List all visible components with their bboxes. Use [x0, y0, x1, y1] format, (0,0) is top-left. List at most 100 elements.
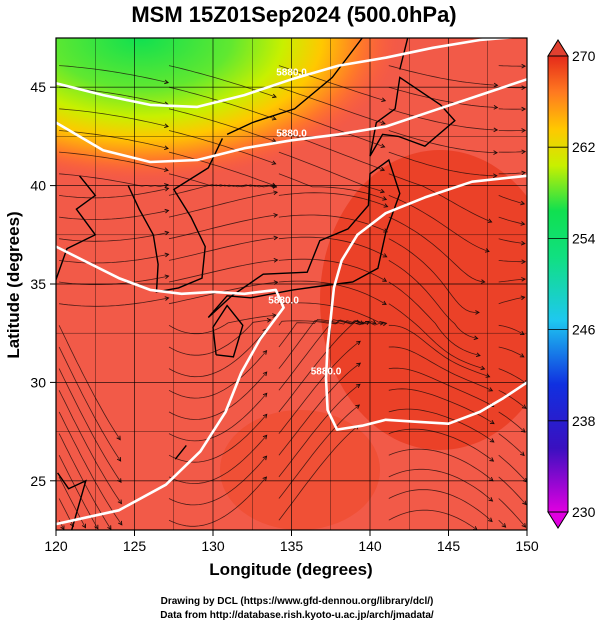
y-tick-label: 40	[30, 178, 46, 194]
coastline	[369, 76, 456, 157]
y-axis-label: Latitude (degrees)	[4, 211, 23, 358]
streamline-arrow	[519, 353, 525, 358]
streamline	[168, 319, 271, 356]
streamline	[388, 428, 494, 462]
streamline-arrow	[521, 277, 526, 282]
streamline-arrow	[271, 116, 277, 121]
streamline	[59, 108, 169, 127]
streamline	[498, 278, 526, 283]
streamline-arrow	[382, 277, 388, 282]
streamline-arrow	[164, 167, 169, 172]
streamline-arrow	[164, 123, 169, 129]
streamline-arrow	[116, 435, 121, 441]
streamline	[388, 509, 478, 530]
streamline	[58, 346, 121, 462]
streamline	[388, 346, 493, 392]
streamline	[59, 210, 169, 221]
streamline-arrow	[489, 457, 495, 462]
streamline-arrow	[521, 106, 527, 112]
streamline-arrow	[382, 196, 388, 201]
streamline	[388, 86, 498, 108]
colorbar-tick-label: 246	[572, 322, 596, 338]
streamline	[59, 173, 169, 188]
streamline-arrow	[262, 455, 268, 461]
streamline-arrow	[521, 128, 527, 133]
streamline	[168, 151, 276, 187]
streamline-arrow	[262, 349, 268, 355]
streamline-arrow	[81, 523, 86, 529]
streamline-arrow	[475, 310, 480, 315]
colorbar-gradient	[547, 55, 569, 513]
streamline	[168, 130, 276, 165]
streamlines	[58, 63, 527, 530]
streamline	[59, 253, 169, 264]
streamline-arrow	[262, 392, 268, 398]
streamline	[278, 258, 387, 282]
streamline-arrow	[371, 320, 377, 325]
streamline-arrow	[273, 235, 279, 241]
streamline-arrow	[520, 295, 526, 301]
streamline	[498, 324, 525, 335]
streamline	[388, 108, 498, 131]
height-contours: 5880.0 5880.0 5880.0 5880.0	[56, 38, 527, 526]
streamline	[388, 195, 490, 252]
streamline-arrow	[382, 321, 388, 327]
streamline	[59, 130, 169, 149]
streamline	[168, 314, 277, 335]
streamline	[58, 325, 121, 440]
streamline	[498, 519, 506, 528]
figure-title: MSM 15Z01Sep2024 (500.0hPa)	[131, 2, 456, 27]
streamline	[388, 324, 490, 378]
streamline-arrow	[382, 300, 387, 305]
streamline-arrow	[381, 97, 387, 102]
x-axis-label: Longitude (degrees)	[209, 560, 372, 579]
streamline	[388, 238, 479, 313]
streamline	[58, 390, 122, 504]
streamline-arrow	[521, 170, 527, 176]
streamline-arrow	[356, 362, 362, 368]
streamline	[168, 455, 267, 506]
streamline-arrow	[519, 330, 525, 335]
streamline	[388, 448, 494, 482]
streamline-arrow	[480, 365, 486, 371]
streamline-arrow	[380, 143, 386, 148]
streamline-arrow	[480, 279, 486, 284]
streamline	[498, 346, 524, 358]
streamline-arrow	[94, 524, 99, 530]
coastline	[212, 304, 244, 358]
streamline-arrow	[118, 520, 123, 526]
streamline-arrow	[475, 352, 481, 357]
streamline	[498, 151, 526, 153]
streamline	[388, 281, 481, 356]
contour-label: 5880.0	[268, 296, 299, 307]
streamline-arrow	[262, 413, 268, 419]
streamline-arrow	[117, 499, 122, 505]
colorbar-tick-label: 254	[572, 230, 596, 246]
streamline	[388, 489, 493, 522]
streamline	[278, 86, 386, 125]
streamline	[168, 108, 276, 142]
streamline-arrow	[271, 93, 277, 99]
streamline	[58, 520, 65, 530]
streamline	[278, 151, 385, 193]
streamline	[168, 393, 268, 442]
x-tick-label: 145	[437, 538, 461, 554]
streamline-arrow	[521, 149, 527, 155]
streamline-arrow	[271, 182, 277, 188]
streamline-arrow	[380, 188, 385, 194]
streamline	[388, 468, 493, 502]
streamline	[168, 476, 267, 527]
streamline-arrow	[273, 190, 279, 196]
streamline	[388, 173, 492, 223]
streamline-arrow	[493, 127, 499, 133]
y-axis-ticks: 25 30 35 40 45	[30, 79, 56, 489]
streamline-arrow	[473, 335, 479, 341]
streamline-arrow	[521, 259, 527, 265]
streamline	[59, 188, 169, 199]
x-axis-ticks: 120 125 130 135 140 145 150	[44, 530, 539, 554]
streamline-arrow	[164, 252, 170, 258]
streamline	[59, 297, 169, 307]
coastline	[56, 175, 97, 282]
streamline-arrow	[493, 173, 498, 178]
